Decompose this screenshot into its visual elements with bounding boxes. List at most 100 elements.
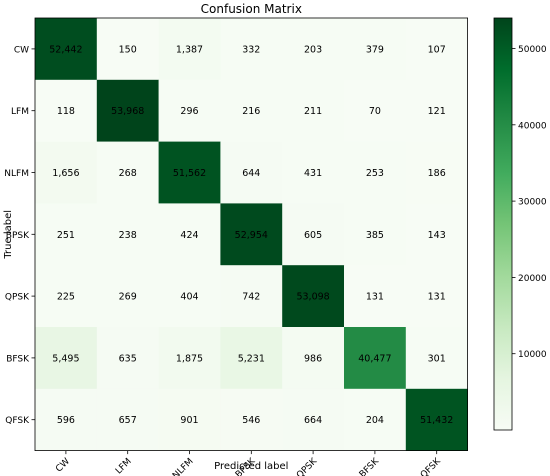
cell-value-label: 253 [366, 168, 384, 179]
heatmap-cell [158, 203, 221, 266]
colorbar-tick-label: 40000 [518, 121, 547, 131]
cell-value-label: 238 [119, 230, 137, 241]
heatmap-cell [344, 141, 407, 204]
heatmap-cell [405, 388, 468, 451]
cell-value-label: 150 [119, 44, 137, 55]
cell-value-label: 332 [242, 44, 260, 55]
cell-value-label: 52,442 [49, 44, 82, 55]
x-tick-label: QFSK [419, 456, 444, 476]
colorbar-tick-label: 10000 [518, 350, 547, 360]
heatmap-cell [282, 18, 345, 81]
cell-value-label: 1,656 [52, 168, 79, 179]
cell-value-label: 211 [304, 106, 322, 117]
heatmap-cell [405, 79, 468, 142]
cell-value-label: 203 [304, 44, 322, 55]
cell-value-label: 424 [180, 230, 198, 241]
cell-value-label: 51,432 [420, 415, 453, 426]
cell-value-label: 657 [119, 415, 137, 426]
heatmap-cell [158, 327, 221, 390]
heatmap-cell [405, 141, 468, 204]
x-tick-label: QPSK [295, 456, 320, 476]
cell-value-label: 379 [366, 44, 384, 55]
y-tick-label: QFSK [5, 416, 30, 426]
cell-value-label: 131 [428, 292, 446, 303]
cell-value-label: 644 [242, 168, 260, 179]
cell-value-label: 385 [366, 230, 384, 241]
heatmap-cell [158, 18, 221, 81]
y-tick-label: BFSK [6, 354, 30, 364]
cell-value-label: 52,954 [235, 230, 268, 241]
heatmap-cell [282, 388, 345, 451]
heatmap-cell [282, 265, 345, 328]
cell-value-label: 143 [428, 230, 446, 241]
y-tick-label: NLFM [4, 169, 29, 179]
heatmap-cell [35, 388, 98, 451]
cell-value-label: 301 [428, 353, 446, 364]
heatmap-cell [220, 203, 283, 266]
heatmap-cell [35, 141, 98, 204]
y-axis-ticks: CW LFM NLFM BPSK QPSK BFSK QFSK [4, 45, 35, 426]
cell-value-label: 5,231 [238, 353, 265, 364]
cell-value-label: 225 [57, 292, 75, 303]
heatmap-cell [220, 141, 283, 204]
x-tick-label: CW [54, 457, 72, 475]
y-tick-label: CW [14, 45, 29, 55]
cell-value-label: 268 [119, 168, 137, 179]
cell-value-label: 1,875 [176, 353, 203, 364]
heatmap-cell [35, 265, 98, 328]
cell-value-label: 40,477 [358, 353, 391, 364]
chart-title: Confusion Matrix [201, 2, 302, 16]
cell-value-label: 216 [242, 106, 260, 117]
heatmap-cell [35, 18, 98, 81]
heatmap-cell [96, 265, 159, 328]
cell-value-label: 605 [304, 230, 322, 241]
heatmap-cell [158, 79, 221, 142]
cell-value-label: 296 [180, 106, 198, 117]
cell-value-label: 269 [119, 292, 137, 303]
cell-value-label: 186 [428, 168, 446, 179]
cell-value-label: 70 [369, 106, 381, 117]
heatmap-cell [96, 203, 159, 266]
heatmap-cell-labels: 52,442 150 1,387 332 203 379 107 118 53,968 296 21… [49, 44, 453, 426]
heatmap-cell [35, 79, 98, 142]
heatmap-cell [158, 141, 221, 204]
cell-value-label: 118 [57, 106, 75, 117]
heatmap-cell [344, 265, 407, 328]
cell-value-label: 5,495 [52, 353, 79, 364]
cell-value-label: 546 [242, 415, 260, 426]
cell-value-label: 431 [304, 168, 322, 179]
cell-value-label: 664 [304, 415, 322, 426]
heatmap-cell [220, 265, 283, 328]
heatmap-cell [405, 327, 468, 390]
heatmap-cell [344, 203, 407, 266]
heatmap-cell [35, 327, 98, 390]
heatmap-cell [344, 327, 407, 390]
heatmap-cell [344, 79, 407, 142]
heatmap-cell [282, 203, 345, 266]
cell-value-label: 251 [57, 230, 75, 241]
cell-value-label: 53,968 [111, 106, 144, 117]
heatmap-cell [158, 265, 221, 328]
y-axis-label: True label [3, 210, 14, 260]
cell-value-label: 107 [428, 44, 446, 55]
heatmap-cell [344, 388, 407, 451]
heatmap-cell [282, 79, 345, 142]
colorbar-tick-label: 50000 [518, 45, 547, 55]
cell-value-label: 131 [366, 292, 384, 303]
heatmap-cell [220, 327, 283, 390]
y-tick-label: LFM [11, 107, 29, 117]
heatmap-cell [282, 141, 345, 204]
cell-value-label: 404 [180, 292, 198, 303]
heatmap-cell [405, 18, 468, 81]
colorbar-tick-label: 20000 [518, 274, 547, 284]
heatmap-cell [344, 18, 407, 81]
colorbar [493, 17, 513, 431]
x-axis-label: Predicted label [214, 461, 288, 472]
cell-value-label: 121 [428, 106, 446, 117]
heatmap-cell [405, 265, 468, 328]
y-tick-label: QPSK [5, 293, 30, 303]
cell-value-label: 901 [180, 415, 198, 426]
cell-value-label: 51,562 [173, 168, 206, 179]
heatmap-cell [35, 203, 98, 266]
heatmap-cell [405, 203, 468, 266]
